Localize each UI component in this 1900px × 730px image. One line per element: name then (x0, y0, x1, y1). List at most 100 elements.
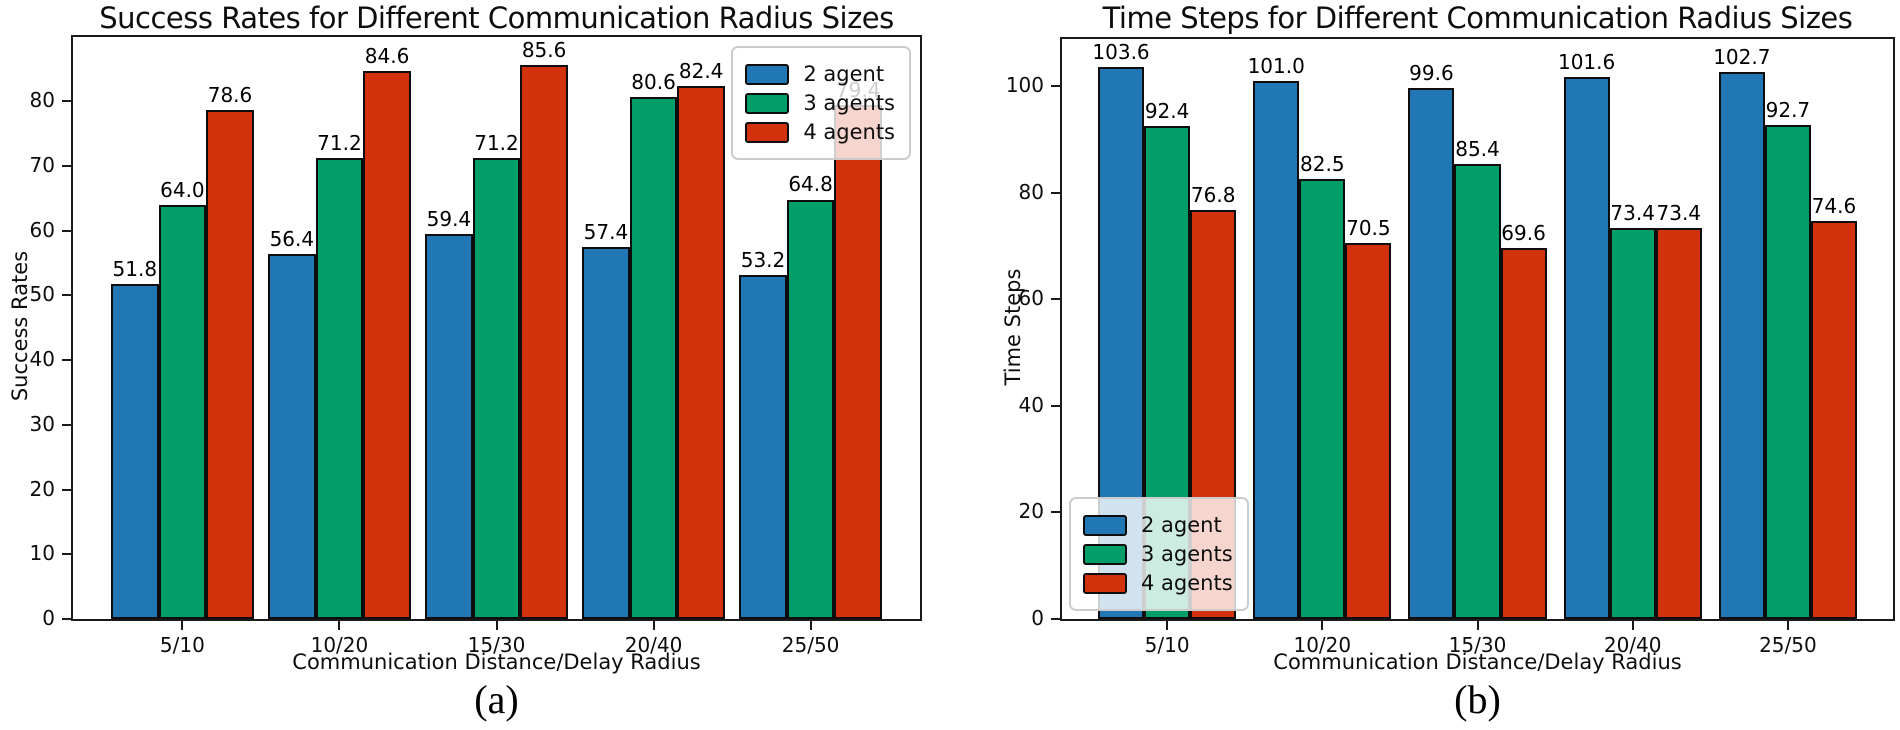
bar (582, 247, 630, 619)
x-tick-label: 20/40 (624, 633, 683, 657)
bar (1454, 163, 1501, 619)
y-axis-tick (62, 164, 71, 167)
bar-value-label: 99.6 (1409, 61, 1454, 86)
y-axis-tick (62, 100, 71, 103)
bar (1500, 247, 1547, 619)
legend-item: 2 agent (1083, 513, 1233, 537)
bar (363, 71, 411, 619)
legend-label: 4 agents (1141, 571, 1233, 595)
legend-swatch (1083, 543, 1127, 565)
legend-label: 3 agents (1141, 542, 1233, 566)
bar (1345, 243, 1392, 619)
bar-value-label: 85.4 (1455, 136, 1500, 161)
success-rates-chart: Success Rates for Different Communicatio… (8, 1, 922, 722)
bar-value-label: 73.4 (1656, 200, 1702, 225)
y-axis-tick (62, 294, 71, 297)
bar (520, 64, 568, 619)
y-tick-label: 30 (29, 411, 55, 436)
x-tick-label: 5/10 (159, 633, 205, 657)
y-tick-label: 0 (1031, 606, 1044, 630)
x-axis-tick (1166, 621, 1169, 630)
bar-value-label: 71.2 (317, 131, 362, 156)
y-tick-label: 20 (1018, 499, 1044, 524)
y-axis-tick (62, 553, 71, 556)
x-tick-label: 20/40 (1603, 633, 1662, 657)
legend-item: 2 agent (745, 62, 895, 86)
x-axis-tick (1786, 621, 1789, 630)
bar (677, 85, 725, 619)
bar (268, 253, 316, 619)
x-tick-label: 10/20 (1293, 633, 1352, 657)
x-tick-label: 25/50 (781, 633, 840, 657)
bar (1764, 124, 1811, 619)
bar (1299, 179, 1346, 619)
bar-value-label: 101.6 (1557, 50, 1616, 75)
legend-swatch (745, 121, 790, 143)
bar-value-label: 103.6 (1092, 39, 1150, 64)
bar-value-label: 101.0 (1247, 53, 1305, 78)
x-axis-tick (809, 621, 812, 630)
bar-value-label: 69.6 (1501, 220, 1546, 245)
x-axis-tick (1476, 621, 1479, 630)
bar (834, 104, 882, 619)
bar (425, 234, 473, 619)
bar-value-label: 53.2 (740, 247, 786, 272)
bar-value-label: 51.8 (112, 256, 158, 281)
bar (786, 199, 835, 619)
bar (206, 110, 254, 619)
bar (1408, 88, 1455, 619)
y-axis-tick (1051, 618, 1060, 620)
bar-value-label: 71.2 (474, 131, 519, 156)
legend-swatch (745, 63, 790, 85)
bar-value-label: 59.4 (426, 207, 472, 232)
y-tick-label: 60 (1018, 286, 1044, 311)
legend-swatch (745, 92, 790, 114)
legend-label: 3 agents (803, 91, 895, 115)
legend-label: 4 agents (803, 120, 895, 144)
legend-item: 3 agents (745, 91, 895, 115)
y-axis-tick (1051, 191, 1060, 194)
bar-value-label: 73.4 (1610, 200, 1655, 225)
y-axis-tick (62, 359, 71, 362)
y-tick-label: 70 (29, 152, 55, 177)
x-axis-label: Communication Distance/Delay Radius (292, 650, 701, 674)
chart-title: Time Steps for Different Communication R… (1102, 1, 1853, 35)
legend: 2 agent 3 agents 4 agents (731, 46, 911, 160)
bar-value-label: 82.4 (678, 58, 724, 83)
y-axis-label: Success Rates (8, 250, 32, 402)
y-axis-tick (62, 423, 71, 426)
x-tick-label: 10/20 (310, 633, 369, 657)
y-tick-label: 80 (29, 88, 55, 113)
bar (111, 283, 159, 619)
bar (1609, 227, 1656, 619)
legend-item: 3 agents (1083, 542, 1233, 566)
bar-value-label: 64.8 (788, 172, 833, 197)
legend: 2 agent 3 agents 4 agents (1069, 497, 1249, 611)
y-axis-tick (62, 488, 71, 491)
chart-title: Success Rates for Different Communicatio… (99, 1, 894, 35)
bar (1718, 71, 1765, 619)
bar-value-label: 76.8 (1190, 182, 1236, 207)
y-tick-label: 0 (42, 606, 55, 630)
bar (1810, 221, 1857, 619)
x-axis-label: Communication Distance/Delay Radius (1273, 650, 1682, 674)
x-axis-tick (338, 621, 341, 630)
plot-area: 0 10 20 30 40 50 60 70 80 5/10 51.8 64.0 78.6 10/20 56… (30, 35, 922, 657)
y-axis-tick (62, 229, 71, 232)
bar (315, 158, 364, 619)
y-tick-label: 100 (1005, 72, 1044, 97)
x-axis-tick (1321, 621, 1324, 630)
y-tick-label: 20 (29, 476, 55, 501)
x-axis-tick (495, 621, 498, 630)
bar (1655, 227, 1702, 619)
bar-value-label: 85.6 (521, 37, 567, 62)
x-axis-tick (181, 621, 184, 630)
bar-value-label: 74.6 (1811, 194, 1857, 219)
bar-value-label: 102.7 (1713, 44, 1771, 69)
plot-area: 0 20 40 60 80 100 5/10 103.6 92.4 76.8 10/20 101.0 8… (1006, 37, 1895, 657)
bar (1253, 80, 1300, 619)
y-axis-tick (1051, 298, 1060, 301)
y-axis-tick (1051, 404, 1060, 407)
y-tick-label: 50 (29, 282, 55, 307)
y-axis-tick (1051, 511, 1060, 514)
